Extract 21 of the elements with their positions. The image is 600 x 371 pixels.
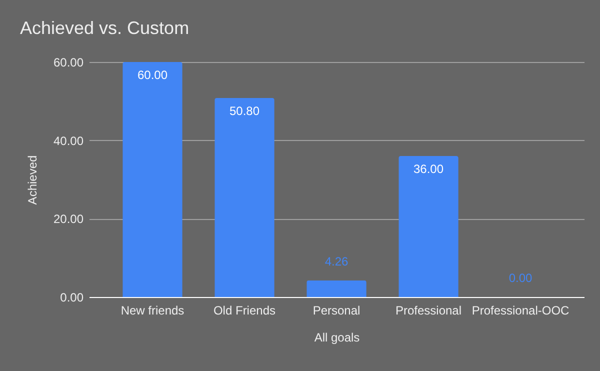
x-axis-title: All goals <box>314 330 360 344</box>
data-label: 4.26 <box>324 254 348 268</box>
bar <box>122 62 182 297</box>
bar <box>306 280 366 297</box>
chart-title: Achieved vs. Custom <box>20 18 190 38</box>
y-tick-label: 20.00 <box>53 212 84 226</box>
bar <box>214 98 274 297</box>
data-label: 60.00 <box>137 68 168 82</box>
y-tick-label: 60.00 <box>53 56 84 70</box>
data-label: 50.80 <box>229 104 260 118</box>
bar <box>398 156 458 297</box>
y-axis-title: Achieved <box>25 155 40 205</box>
x-tick-label: Old Friends <box>213 304 276 318</box>
x-tick-label: Professional <box>395 304 462 318</box>
x-tick-label: New friends <box>120 304 184 318</box>
data-label: 0.00 <box>508 271 533 285</box>
y-tick-label: 40.00 <box>53 134 84 148</box>
x-tick-label: Personal <box>312 304 360 318</box>
y-tick-label: 0.00 <box>60 290 84 304</box>
data-label: 36.00 <box>413 162 444 176</box>
x-tick-label: Professional-OOC <box>472 304 570 318</box>
